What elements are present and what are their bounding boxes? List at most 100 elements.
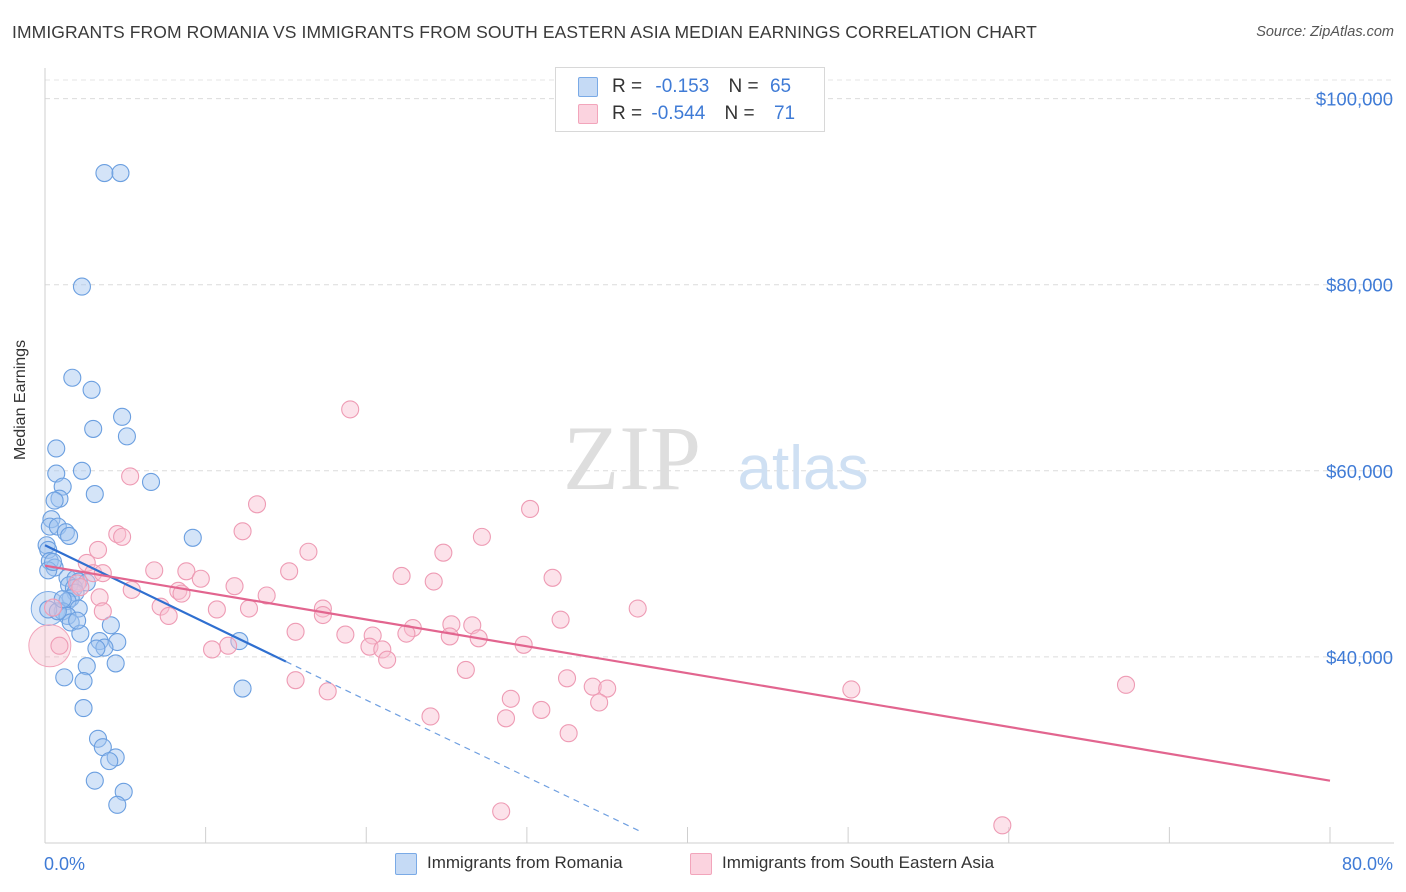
chart-title: IMMIGRANTS FROM ROMANIA VS IMMIGRANTS FR…	[12, 22, 1037, 42]
se-asia-point	[373, 640, 392, 659]
watermark: ZIP atlas	[563, 407, 868, 509]
romania-point	[74, 699, 93, 718]
se-asia-point	[207, 600, 226, 619]
watermark-atlas: atlas	[738, 434, 869, 503]
romania-point	[85, 771, 104, 790]
se-asia-point	[159, 606, 178, 626]
se-asia-point	[286, 671, 305, 690]
romania-point	[87, 639, 106, 658]
romania-point	[55, 668, 74, 687]
se-asia-point	[628, 599, 647, 618]
x-tick-label-min: 0.0%	[44, 854, 85, 874]
se-asia-point	[239, 599, 259, 618]
romania-point	[68, 611, 87, 630]
romania-point	[77, 657, 96, 676]
romania-point	[95, 163, 114, 183]
romania-point	[42, 510, 61, 529]
se-asia-point	[280, 562, 299, 581]
n-value: 65	[769, 76, 792, 97]
romania-point	[85, 485, 104, 504]
legend-swatch-se-asia	[578, 104, 598, 124]
se-asia-point	[219, 636, 238, 655]
se-asia-point	[559, 724, 578, 743]
se-asia-point	[108, 525, 127, 544]
romania-point	[108, 795, 127, 814]
se-asia-point	[336, 625, 355, 644]
watermark-zip: ZIP	[563, 407, 701, 509]
romania-point	[111, 163, 130, 183]
romania-point	[47, 439, 66, 458]
se-asia-point	[392, 566, 411, 586]
se-asia-trend-line	[44, 564, 1331, 782]
romania-point	[101, 616, 120, 635]
romania-point	[183, 528, 202, 547]
tick-labels: $40,000 $60,000 $80,000 $100,000 0.0% 80.0%	[44, 89, 1393, 874]
se-asia-point	[121, 467, 140, 486]
se-asia-point	[286, 622, 305, 641]
se-asia-point	[225, 577, 244, 596]
data-points	[28, 163, 1136, 835]
romania-point	[74, 672, 93, 691]
se-asia-point	[113, 527, 132, 546]
legend-swatch	[395, 853, 417, 875]
se-asia-point	[532, 700, 551, 719]
se-asia-point	[88, 540, 108, 559]
y-tick-label: $40,000	[1326, 647, 1393, 668]
se-asia-point	[318, 682, 337, 701]
se-asia-point	[247, 495, 267, 514]
se-asia-point	[1116, 675, 1136, 694]
se-asia-point	[424, 572, 443, 591]
r-value: -0.544	[651, 103, 706, 124]
se-asia-point	[177, 562, 196, 581]
romania-point	[84, 419, 103, 438]
romania-point	[72, 461, 91, 480]
se-asia-point	[145, 561, 164, 580]
n-value: 71	[773, 103, 796, 124]
se-asia-point	[90, 588, 109, 607]
n-label: N =	[724, 103, 755, 124]
romania-point	[117, 427, 136, 446]
se-asia-point	[341, 400, 360, 419]
r-label: R =	[612, 103, 643, 124]
se-asia-point	[378, 650, 397, 669]
romania-point	[88, 729, 108, 748]
romania-point	[100, 752, 119, 771]
n-label: N =	[728, 76, 759, 97]
se-asia-point	[521, 499, 540, 519]
se-asia-point	[93, 602, 112, 621]
se-asia-point	[496, 709, 516, 728]
trend-lines	[44, 544, 1331, 832]
se-asia-point	[492, 802, 511, 821]
se-asia-point	[590, 693, 609, 712]
se-asia-point	[456, 660, 475, 679]
se-asia-point	[299, 542, 318, 561]
se-asia-point	[842, 680, 861, 699]
se-asia-point	[501, 689, 520, 708]
legend-label: Immigrants from Romania	[427, 853, 623, 872]
y-tick-label: $100,000	[1316, 89, 1393, 110]
se-asia-point	[71, 578, 90, 597]
se-asia-point	[203, 640, 222, 659]
x-tick-label-max: 80.0%	[1342, 854, 1393, 874]
se-asia-point	[43, 598, 63, 617]
romania-point	[60, 526, 79, 545]
se-asia-point	[993, 816, 1012, 835]
grid-lines	[45, 79, 1394, 658]
se-asia-point	[543, 568, 562, 587]
se-asia-point	[440, 627, 459, 646]
cluster-point	[28, 624, 72, 668]
se-asia-point	[233, 522, 252, 541]
y-tick-label: $60,000	[1326, 461, 1393, 482]
romania-point	[72, 277, 91, 296]
romania-trend-line	[44, 544, 287, 663]
se-asia-point	[434, 543, 453, 562]
se-asia-point	[191, 569, 210, 588]
legend-label: Immigrants from South Eastern Asia	[722, 853, 995, 872]
se-asia-point	[257, 586, 276, 605]
axes	[44, 68, 1394, 844]
y-tick-label: $80,000	[1326, 275, 1393, 296]
legend-swatch-romania	[578, 77, 598, 97]
se-asia-point	[598, 679, 617, 698]
romania-point	[45, 491, 64, 510]
romania-point	[141, 472, 161, 492]
